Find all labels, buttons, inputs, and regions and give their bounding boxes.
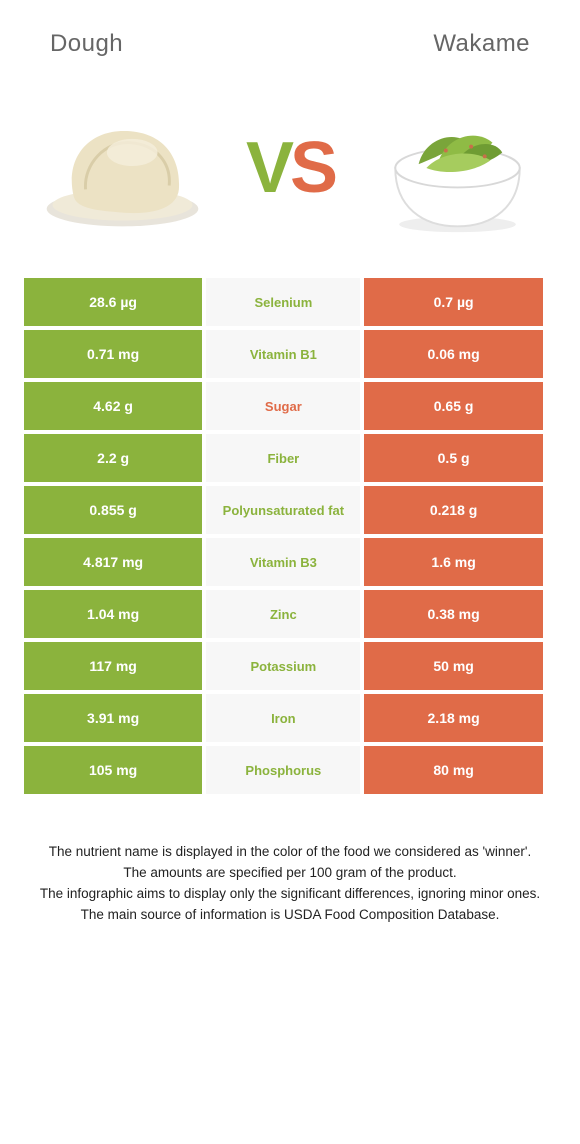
titles-row: Dough Wakame (0, 0, 580, 78)
nutrient-label: Potassium (206, 642, 360, 690)
nutrient-label: Zinc (206, 590, 360, 638)
value-left: 28.6 µg (24, 278, 202, 326)
footer-line: The amounts are specified per 100 gram o… (22, 863, 558, 884)
nutrient-row: 4.817 mgVitamin B31.6 mg (24, 538, 556, 586)
title-right: Wakame (433, 30, 530, 58)
hero-row: VS (0, 78, 580, 278)
vs-s: S (290, 128, 334, 208)
wakame-image (370, 98, 545, 238)
value-right: 0.218 g (364, 486, 542, 534)
nutrient-label: Sugar (206, 382, 360, 430)
nutrient-row: 105 mgPhosphorus80 mg (24, 746, 556, 794)
nutrient-row: 0.71 mgVitamin B10.06 mg (24, 330, 556, 378)
value-left: 1.04 mg (24, 590, 202, 638)
vs-v: V (246, 128, 290, 208)
value-left: 2.2 g (24, 434, 202, 482)
value-right: 2.18 mg (364, 694, 542, 742)
value-left: 4.817 mg (24, 538, 202, 586)
title-left: Dough (50, 30, 123, 58)
value-right: 0.38 mg (364, 590, 542, 638)
nutrient-row: 28.6 µgSelenium0.7 µg (24, 278, 556, 326)
value-right: 80 mg (364, 746, 542, 794)
value-left: 0.855 g (24, 486, 202, 534)
nutrient-row: 4.62 gSugar0.65 g (24, 382, 556, 430)
value-left: 3.91 mg (24, 694, 202, 742)
value-left: 0.71 mg (24, 330, 202, 378)
nutrient-label: Phosphorus (206, 746, 360, 794)
nutrient-table: 28.6 µgSelenium0.7 µg0.71 mgVitamin B10.… (0, 278, 580, 794)
footer-line: The nutrient name is displayed in the co… (22, 842, 558, 863)
nutrient-label: Iron (206, 694, 360, 742)
value-right: 50 mg (364, 642, 542, 690)
nutrient-row: 117 mgPotassium50 mg (24, 642, 556, 690)
value-right: 0.7 µg (364, 278, 542, 326)
nutrient-label: Vitamin B1 (206, 330, 360, 378)
value-right: 0.5 g (364, 434, 542, 482)
value-left: 105 mg (24, 746, 202, 794)
nutrient-row: 3.91 mgIron2.18 mg (24, 694, 556, 742)
footer-line: The main source of information is USDA F… (22, 905, 558, 926)
nutrient-row: 0.855 gPolyunsaturated fat0.218 g (24, 486, 556, 534)
nutrient-row: 1.04 mgZinc0.38 mg (24, 590, 556, 638)
footer-notes: The nutrient name is displayed in the co… (0, 794, 580, 926)
value-left: 117 mg (24, 642, 202, 690)
footer-line: The infographic aims to display only the… (22, 884, 558, 905)
nutrient-label: Vitamin B3 (206, 538, 360, 586)
value-right: 1.6 mg (364, 538, 542, 586)
dough-image (35, 98, 210, 238)
nutrient-label: Polyunsaturated fat (206, 486, 360, 534)
nutrient-row: 2.2 gFiber0.5 g (24, 434, 556, 482)
nutrient-label: Selenium (206, 278, 360, 326)
value-right: 0.65 g (364, 382, 542, 430)
value-left: 4.62 g (24, 382, 202, 430)
nutrient-label: Fiber (206, 434, 360, 482)
value-right: 0.06 mg (364, 330, 542, 378)
vs-label: VS (246, 132, 334, 204)
